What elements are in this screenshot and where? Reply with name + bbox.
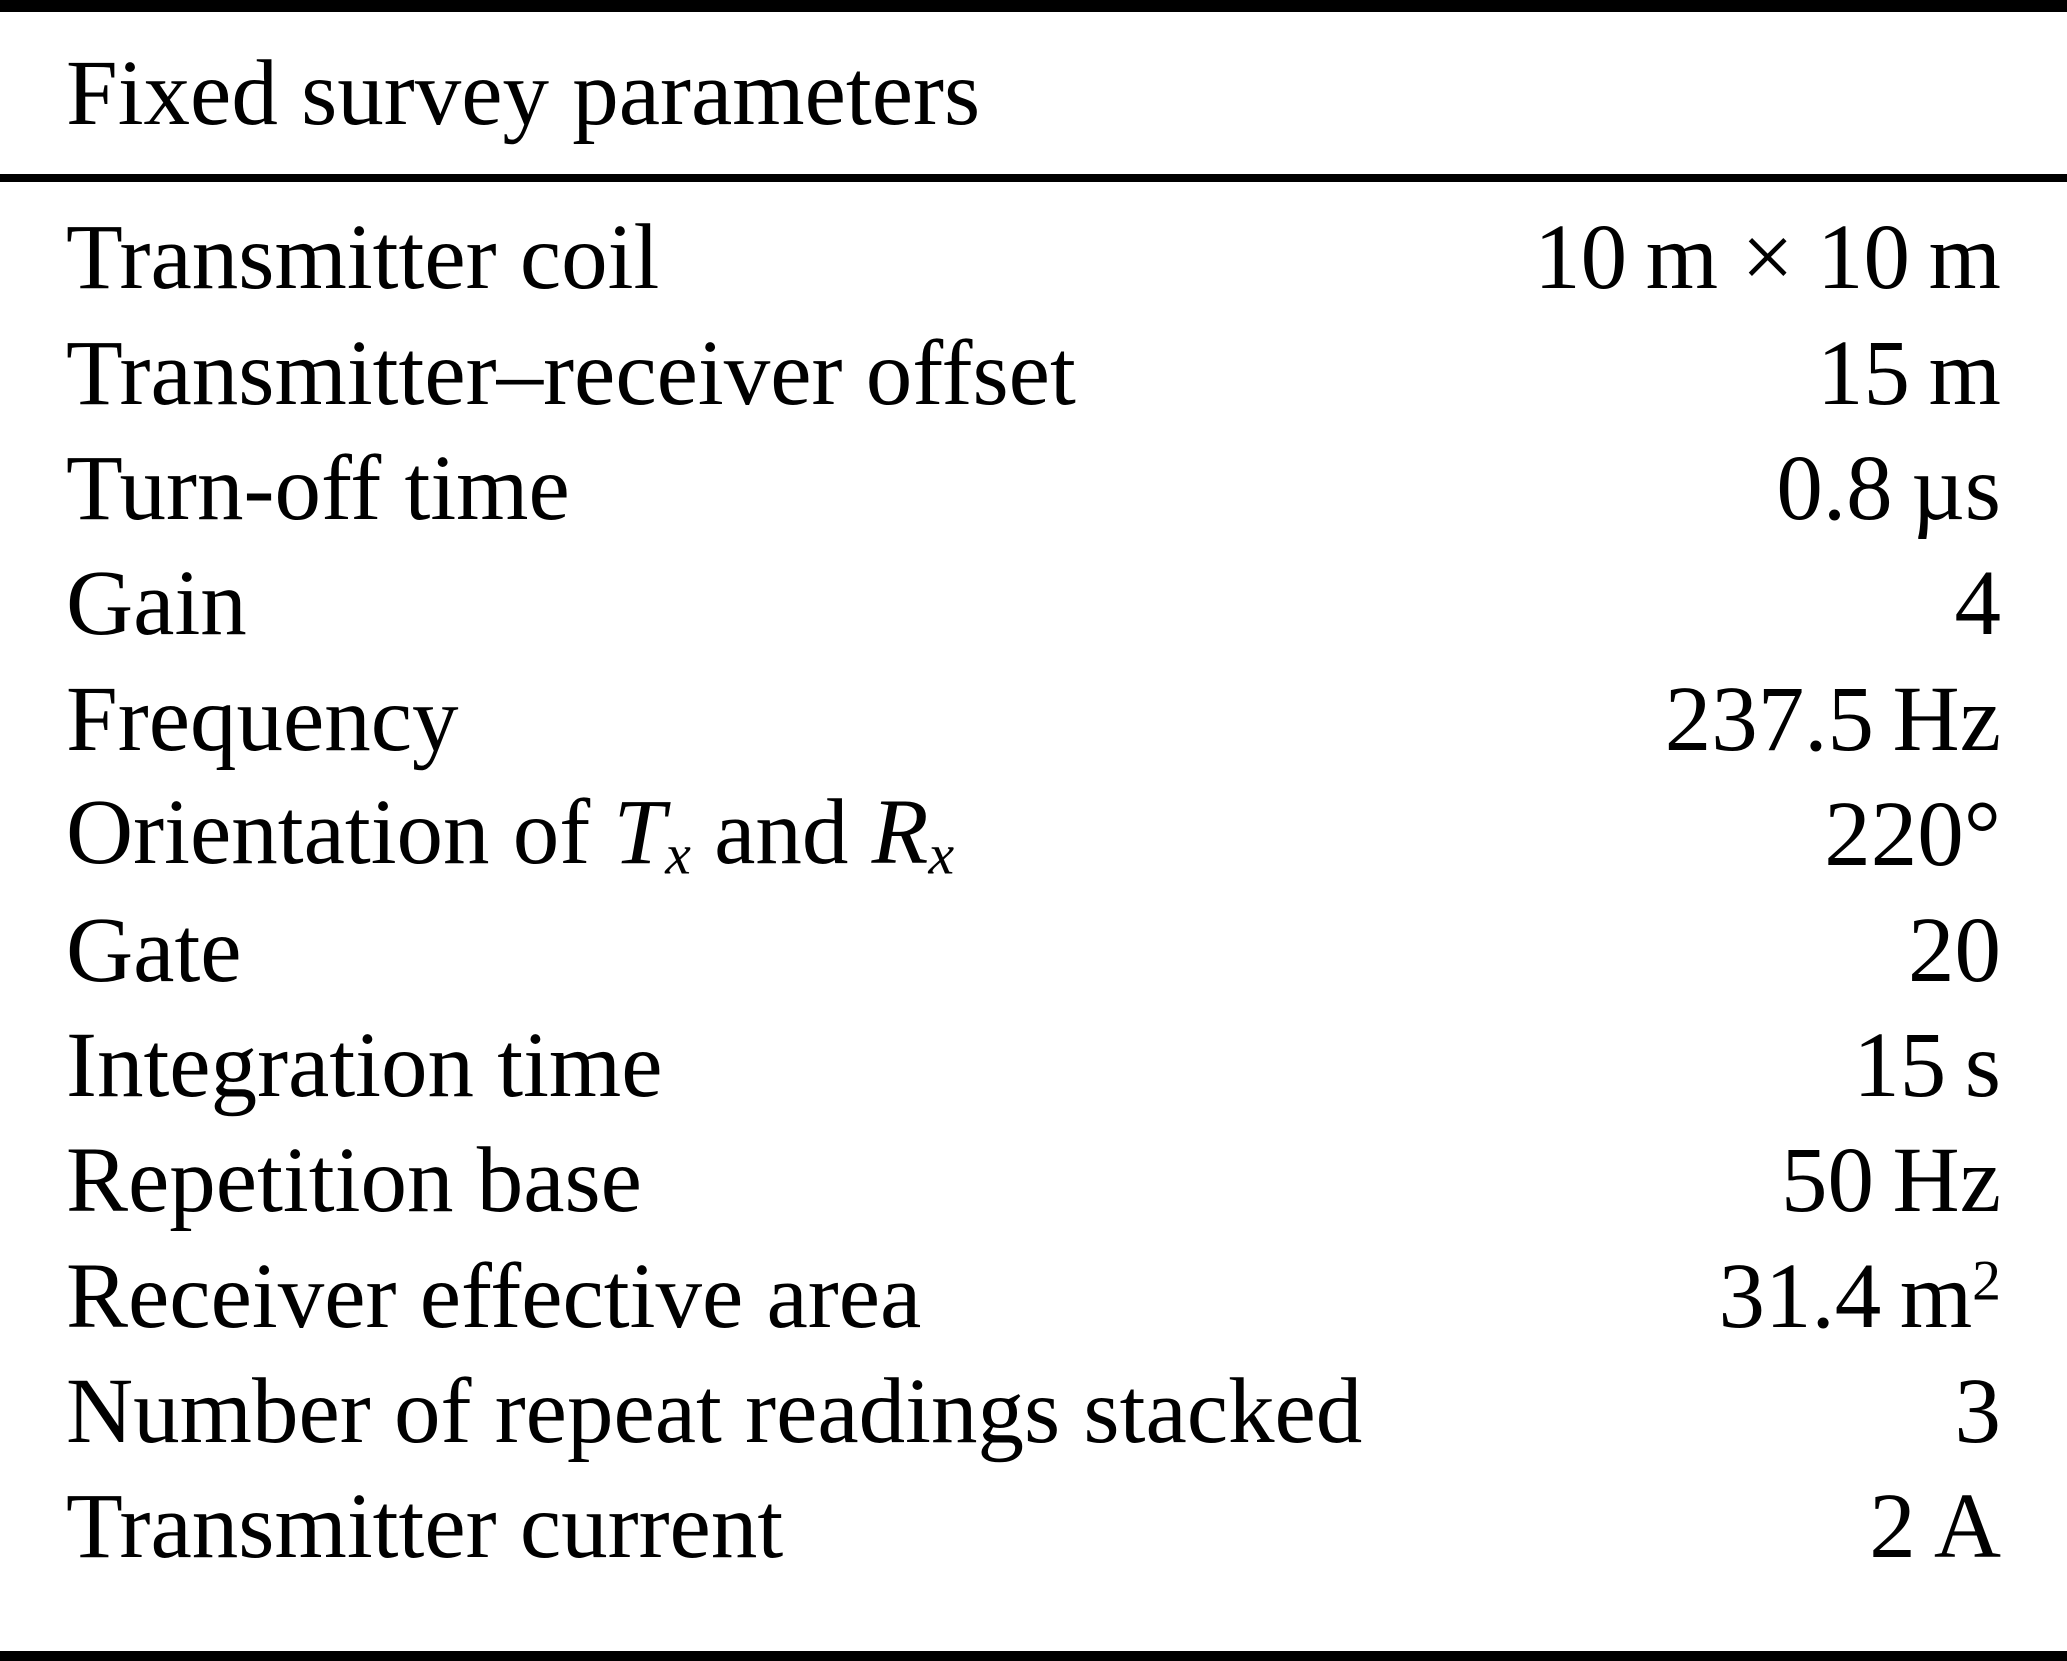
row-value: 4	[1954, 552, 2002, 656]
row-label: Gate	[66, 898, 242, 1002]
table-row: Orientation of Tx and Rx 220°	[66, 777, 2001, 892]
table-title: Fixed survey parameters	[66, 41, 981, 145]
row-value: 50 Hz	[1780, 1129, 2001, 1233]
orientation-label-and: and	[690, 780, 872, 884]
transmitter-symbol: T	[613, 780, 666, 884]
table-row: Gain 4	[66, 546, 2001, 661]
receiver-symbol-subscript: x	[928, 823, 955, 886]
transmitter-symbol-subscript: x	[665, 823, 691, 886]
table-row: Turn-off time 0.8 µs	[66, 431, 2001, 546]
table-row: Gate 20	[66, 892, 2001, 1007]
orientation-label-prefix: Orientation of	[66, 780, 614, 884]
row-label: Frequency	[66, 667, 459, 771]
table-row: Transmitter–receiver offset 15 m	[66, 315, 2001, 430]
table-row: Repetition base 50 Hz	[66, 1123, 2001, 1238]
row-value-with-superscript: 31.4 m2	[1718, 1250, 2001, 1343]
row-value: 15 m	[1817, 321, 2001, 425]
table-row: Transmitter coil 10 m × 10 m	[66, 200, 2001, 315]
row-label: Turn-off time	[66, 436, 570, 540]
row-value: 220°	[1824, 783, 2001, 887]
row-value: 0.8 µs	[1776, 436, 2001, 540]
row-value: 2 A	[1869, 1475, 2001, 1579]
table-row: Integration time 15 s	[66, 1008, 2001, 1123]
row-value: 10 m × 10 m	[1534, 206, 2001, 310]
row-label: Repetition base	[66, 1129, 642, 1233]
row-label: Transmitter coil	[66, 206, 660, 310]
row-label: Receiver effective area	[66, 1244, 922, 1348]
table-row: Transmitter current 2 A	[66, 1469, 2001, 1584]
row-value: 20	[1908, 898, 2001, 1002]
table-row: Receiver effective area 31.4 m2	[66, 1239, 2001, 1354]
table-row: Number of repeat readings stacked 3	[66, 1354, 2001, 1469]
row-value-base: 31.4 m	[1718, 1244, 1973, 1348]
row-label: Transmitter–receiver offset	[66, 321, 1076, 425]
row-label: Transmitter current	[66, 1475, 784, 1579]
row-label: Gain	[66, 552, 247, 656]
row-label: Number of repeat readings stacked	[66, 1360, 1363, 1464]
row-label: Integration time	[66, 1013, 663, 1117]
table-body: Transmitter coil 10 m × 10 m Transmitter…	[0, 182, 2067, 1585]
table-row: Frequency 237.5 Hz	[66, 662, 2001, 777]
row-label-orientation: Orientation of Tx and Rx	[66, 786, 954, 884]
row-value-superscript: 2	[1972, 1249, 2001, 1313]
row-value: 15 s	[1853, 1013, 2001, 1117]
table-header-row: Fixed survey parameters	[0, 12, 2067, 182]
row-value: 237.5 Hz	[1664, 667, 2001, 771]
receiver-symbol: R	[871, 780, 929, 884]
row-value: 3	[1954, 1360, 2002, 1464]
